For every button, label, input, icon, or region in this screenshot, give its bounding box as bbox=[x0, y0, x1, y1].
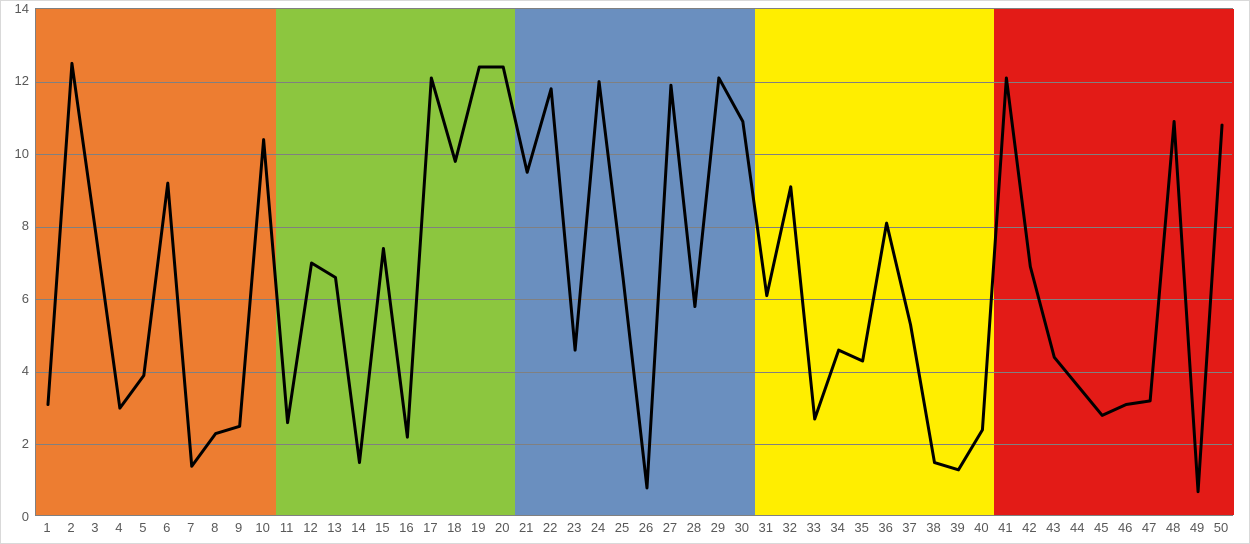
x-tick-label: 21 bbox=[519, 520, 533, 535]
chart-container: 02468101214 1234567891011121314151617181… bbox=[0, 0, 1250, 544]
x-tick-label: 14 bbox=[351, 520, 365, 535]
x-tick-label: 22 bbox=[543, 520, 557, 535]
x-tick-label: 1 bbox=[43, 520, 50, 535]
y-tick-label: 0 bbox=[22, 509, 29, 524]
x-tick-label: 24 bbox=[591, 520, 605, 535]
x-tick-label: 28 bbox=[687, 520, 701, 535]
x-tick-label: 34 bbox=[830, 520, 844, 535]
x-tick-label: 19 bbox=[471, 520, 485, 535]
y-tick-label: 4 bbox=[22, 363, 29, 378]
x-tick-label: 40 bbox=[974, 520, 988, 535]
x-tick-label: 7 bbox=[187, 520, 194, 535]
x-tick-label: 11 bbox=[280, 520, 294, 535]
x-tick-label: 12 bbox=[303, 520, 317, 535]
x-tick-label: 6 bbox=[163, 520, 170, 535]
x-tick-label: 29 bbox=[711, 520, 725, 535]
x-tick-label: 33 bbox=[806, 520, 820, 535]
x-tick-label: 2 bbox=[67, 520, 74, 535]
y-tick-label: 10 bbox=[15, 146, 29, 161]
x-tick-label: 44 bbox=[1070, 520, 1084, 535]
x-tick-label: 42 bbox=[1022, 520, 1036, 535]
x-tick-label: 49 bbox=[1190, 520, 1204, 535]
x-tick-label: 15 bbox=[375, 520, 389, 535]
x-tick-label: 25 bbox=[615, 520, 629, 535]
y-tick-label: 6 bbox=[22, 291, 29, 306]
x-tick-label: 43 bbox=[1046, 520, 1060, 535]
y-tick-label: 12 bbox=[15, 73, 29, 88]
x-tick-label: 27 bbox=[663, 520, 677, 535]
y-tick-label: 14 bbox=[15, 1, 29, 16]
x-tick-label: 20 bbox=[495, 520, 509, 535]
x-tick-label: 17 bbox=[423, 520, 437, 535]
x-tick-label: 18 bbox=[447, 520, 461, 535]
x-tick-label: 48 bbox=[1166, 520, 1180, 535]
x-tick-label: 35 bbox=[854, 520, 868, 535]
x-tick-label: 5 bbox=[139, 520, 146, 535]
x-tick-label: 38 bbox=[926, 520, 940, 535]
x-tick-label: 46 bbox=[1118, 520, 1132, 535]
x-tick-label: 31 bbox=[759, 520, 773, 535]
x-tick-label: 45 bbox=[1094, 520, 1108, 535]
x-tick-label: 13 bbox=[327, 520, 341, 535]
x-tick-label: 47 bbox=[1142, 520, 1156, 535]
y-tick-label: 8 bbox=[22, 218, 29, 233]
x-tick-label: 36 bbox=[878, 520, 892, 535]
x-tick-label: 41 bbox=[998, 520, 1012, 535]
x-tick-label: 10 bbox=[255, 520, 269, 535]
plot-area bbox=[35, 8, 1233, 516]
x-tick-label: 39 bbox=[950, 520, 964, 535]
x-tick-label: 3 bbox=[91, 520, 98, 535]
x-tick-label: 30 bbox=[735, 520, 749, 535]
x-tick-label: 23 bbox=[567, 520, 581, 535]
y-tick-label: 2 bbox=[22, 436, 29, 451]
series-line bbox=[36, 9, 1234, 517]
x-tick-label: 16 bbox=[399, 520, 413, 535]
x-tick-label: 50 bbox=[1214, 520, 1228, 535]
x-tick-label: 37 bbox=[902, 520, 916, 535]
x-tick-label: 26 bbox=[639, 520, 653, 535]
x-tick-label: 32 bbox=[783, 520, 797, 535]
x-tick-label: 9 bbox=[235, 520, 242, 535]
x-tick-label: 8 bbox=[211, 520, 218, 535]
x-tick-label: 4 bbox=[115, 520, 122, 535]
